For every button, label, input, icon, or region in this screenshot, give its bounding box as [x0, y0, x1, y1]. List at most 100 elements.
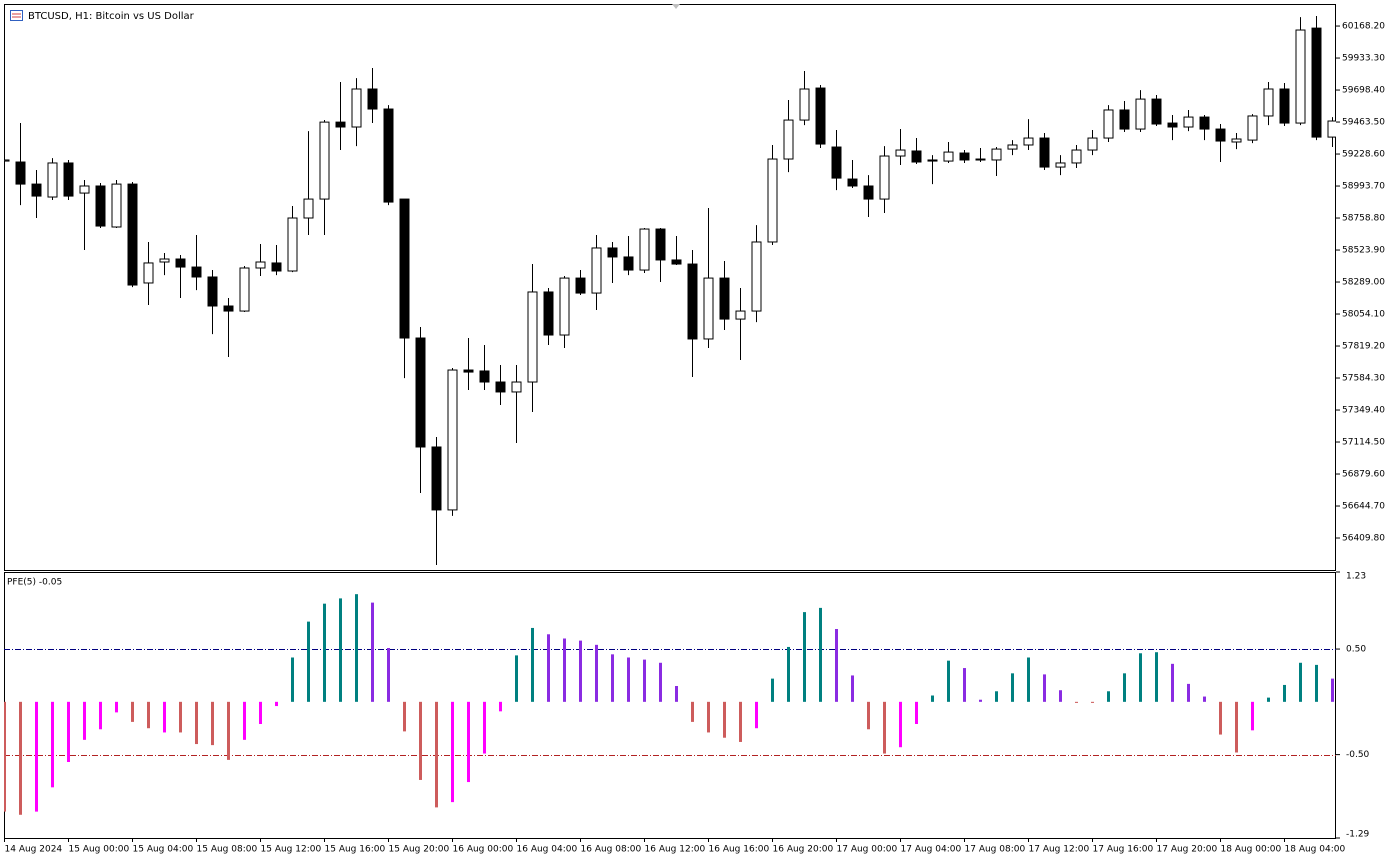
- bar: [931, 695, 934, 702]
- candle-body: [367, 88, 378, 110]
- candle-body: [191, 266, 202, 278]
- candle-body: [255, 261, 266, 269]
- bar: [835, 629, 838, 702]
- candle-body: [1007, 144, 1018, 150]
- main-pane: [4, 4, 1336, 571]
- bar: [1251, 701, 1254, 731]
- candle-body: [1231, 138, 1242, 143]
- candle-body: [111, 183, 122, 228]
- bar: [419, 701, 422, 780]
- bar: [19, 701, 22, 815]
- x-tick-label: 16 Aug 04:00: [517, 845, 578, 855]
- candle-body: [943, 151, 954, 162]
- x-tick-label: 16 Aug 16:00: [709, 845, 770, 855]
- candle-body: [751, 241, 762, 312]
- candle-body: [479, 370, 490, 383]
- candle-body: [447, 369, 458, 511]
- x-tick-label: 16 Aug 08:00: [581, 845, 642, 855]
- candle-body: [431, 446, 442, 511]
- x-tick-label: 18 Aug 00:00: [1221, 845, 1282, 855]
- candle-body: [991, 148, 1002, 161]
- bar: [179, 701, 182, 733]
- candle-body: [815, 87, 826, 145]
- candle-body: [527, 291, 538, 383]
- candle-body: [1055, 162, 1066, 168]
- bar: [643, 659, 646, 702]
- x-tick-label: 15 Aug 16:00: [325, 845, 386, 855]
- candle-body: [623, 256, 634, 271]
- bar: [723, 701, 726, 738]
- x-tick-label: 15 Aug 00:00: [69, 845, 130, 855]
- bar: [595, 644, 598, 702]
- bar: [995, 691, 998, 702]
- candle-body: [895, 149, 906, 157]
- bar: [1171, 663, 1174, 702]
- bar: [771, 678, 774, 702]
- bar: [1107, 691, 1110, 702]
- candle-body: [1135, 98, 1146, 130]
- bar: [227, 701, 230, 760]
- x-tick-label: 17 Aug 20:00: [1157, 845, 1218, 855]
- bar: [51, 701, 54, 788]
- bar: [1331, 678, 1334, 702]
- bar: [163, 701, 166, 733]
- x-tick-label: 17 Aug 16:00: [1093, 845, 1154, 855]
- candle-body: [143, 262, 154, 284]
- x-tick-label: 15 Aug 04:00: [133, 845, 194, 855]
- candle-body: [63, 162, 74, 197]
- bar: [371, 602, 374, 702]
- candle-body: [511, 381, 522, 393]
- y-tick-label: 59698.40: [1342, 86, 1385, 96]
- y-tick-label: 58523.90: [1342, 246, 1385, 256]
- bar: [67, 701, 70, 762]
- chart-title: BTCUSD, H1: Bitcoin vs US Dollar: [28, 11, 195, 22]
- y-tick-label: -1.29: [1346, 830, 1370, 840]
- candle-body: [1263, 88, 1274, 117]
- bar: [307, 621, 310, 702]
- x-tick-label: 16 Aug 00:00: [453, 845, 514, 855]
- candle-body: [783, 119, 794, 160]
- y-tick-label: 1.23: [1346, 572, 1366, 582]
- bar: [243, 701, 246, 740]
- bar: [787, 646, 790, 702]
- candle-body: [319, 121, 330, 200]
- y-tick-label: 58993.70: [1342, 182, 1385, 192]
- histogram: [4, 594, 1336, 815]
- bar: [1315, 664, 1318, 702]
- y-tick-label: 58758.80: [1342, 214, 1385, 224]
- candle-body: [703, 277, 714, 340]
- candle-body: [287, 217, 298, 272]
- x-tick-label: 16 Aug 12:00: [645, 845, 706, 855]
- y-tick-label: 58054.10: [1342, 310, 1385, 320]
- bar: [83, 701, 86, 740]
- candles: [4, 15, 1336, 565]
- bar: [755, 701, 758, 729]
- bar: [1187, 683, 1190, 702]
- candle-body: [303, 198, 314, 219]
- candle-body: [15, 161, 26, 185]
- y-tick-label: 56879.60: [1342, 470, 1385, 480]
- candle-body: [1295, 29, 1306, 124]
- bar: [483, 701, 486, 754]
- bar: [707, 701, 710, 733]
- bar: [1267, 697, 1270, 702]
- candle-body: [831, 146, 842, 179]
- bar: [259, 701, 262, 724]
- x-tick-label: 17 Aug 04:00: [901, 845, 962, 855]
- bar: [435, 701, 438, 808]
- y-tick-label: -0.50: [1346, 750, 1370, 760]
- candle-body: [607, 247, 618, 258]
- candle-body: [415, 337, 426, 448]
- bar: [339, 598, 342, 702]
- candle-body: [655, 228, 666, 261]
- candle-body: [175, 258, 186, 268]
- bar: [1027, 657, 1030, 702]
- bar: [979, 699, 982, 702]
- candle-body: [767, 158, 778, 243]
- candle-body: [1023, 137, 1034, 146]
- candle-body: [687, 263, 698, 340]
- bar: [499, 701, 502, 712]
- bar: [1203, 696, 1206, 702]
- bar: [851, 675, 854, 702]
